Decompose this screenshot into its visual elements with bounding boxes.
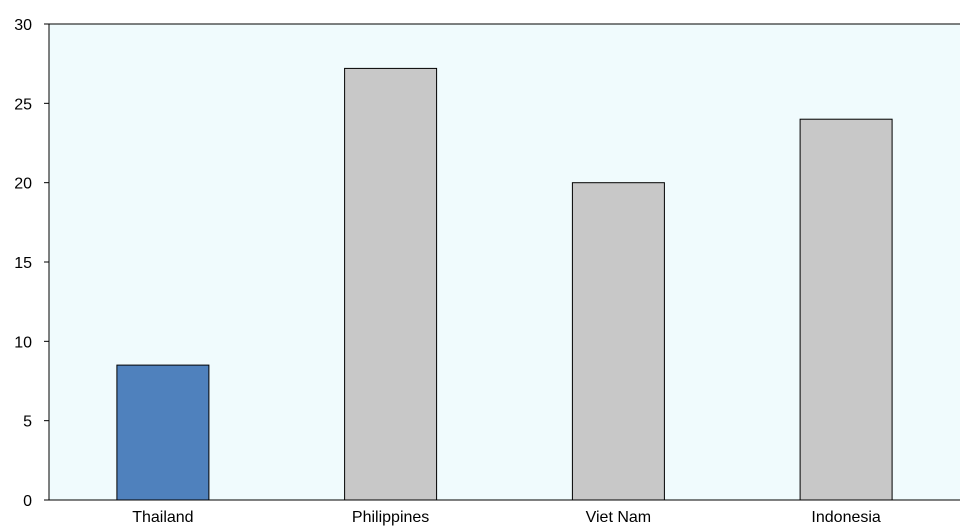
x-tick-label: Thailand [132, 509, 193, 526]
x-tick-label: Philippines [352, 509, 429, 526]
y-tick-label: 20 [14, 176, 32, 193]
y-tick-label: 5 [23, 414, 32, 431]
y-tick-label: 10 [14, 334, 32, 351]
x-tick-labels: Thailand Philippines Viet Nam Indonesia [132, 509, 881, 526]
bar-viet-nam [571, 182, 665, 501]
axes [48, 23, 960, 501]
y-tick-labels: 0 5 10 15 20 25 30 [14, 17, 32, 510]
y-tick-label: 0 [23, 493, 32, 510]
tick-marks [44, 23, 49, 501]
y-tick-label: 15 [14, 255, 32, 272]
bar-indonesia [799, 118, 893, 501]
x-tick-label: Indonesia [811, 509, 880, 526]
x-tick-label: Viet Nam [586, 509, 652, 526]
y-tick-label: 30 [14, 17, 32, 34]
y-tick-label: 25 [14, 96, 32, 113]
bar-philippines [344, 67, 438, 501]
bar-thailand [116, 364, 210, 501]
